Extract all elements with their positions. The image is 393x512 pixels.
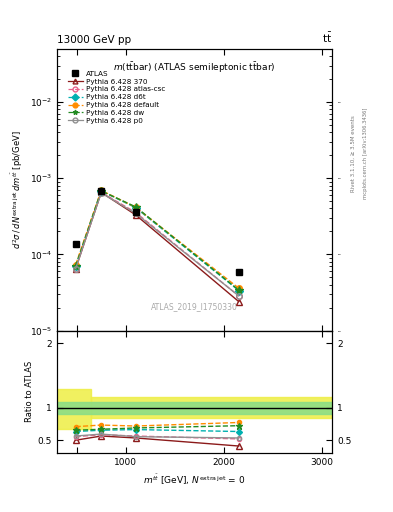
Legend: ATLAS, Pythia 6.428 370, Pythia 6.428 atlas-csc, Pythia 6.428 d6t, Pythia 6.428 : ATLAS, Pythia 6.428 370, Pythia 6.428 at… [66,69,167,125]
Text: 13000 GeV pp: 13000 GeV pp [57,35,131,45]
Bar [91,397,332,418]
Y-axis label: $d^2\sigma\,/\,dN^{\rm extra\,jet}\,dm^{t\bar{t}}$ [pb/GeV]: $d^2\sigma\,/\,dN^{\rm extra\,jet}\,dm^{… [10,130,26,249]
Bar [57,389,91,429]
Bar [57,401,332,414]
Text: ATLAS_2019_I1750330: ATLAS_2019_I1750330 [151,302,238,311]
Y-axis label: Ratio to ATLAS: Ratio to ATLAS [25,361,33,422]
Text: $m$(t$\bar{\rm t}$bar) (ATLAS semileptonic t$\bar{\rm t}$bar): $m$(t$\bar{\rm t}$bar) (ATLAS semilepton… [113,60,276,75]
Text: t$\bar{\rm t}$: t$\bar{\rm t}$ [322,31,332,45]
Text: mcplots.cern.ch [arXiv:1306.3436]: mcplots.cern.ch [arXiv:1306.3436] [363,108,368,199]
Text: Rivet 3.1.10, ≥ 3.5M events: Rivet 3.1.10, ≥ 3.5M events [351,115,356,192]
X-axis label: $m^{t\bar{t}}$ [GeV], $N^{\rm extra\,jet}$ = 0: $m^{t\bar{t}}$ [GeV], $N^{\rm extra\,jet… [143,473,246,487]
